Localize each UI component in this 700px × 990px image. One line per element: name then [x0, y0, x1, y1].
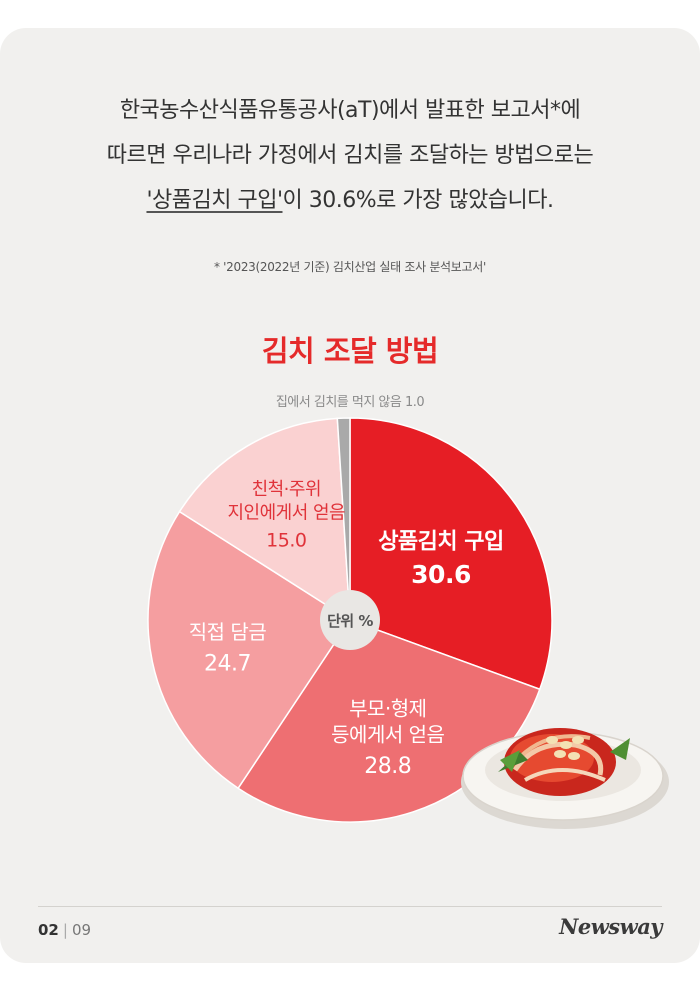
slice-label-3-line-1: 직접 담금 — [189, 620, 267, 644]
slice-value-4: 15.0 — [266, 529, 306, 551]
footnote: * '2023(2022년 기준) 김치산업 실태 조사 분석보고서' — [213, 260, 487, 274]
intro-text: 한국농수산식품유통공사(aT)에서 발표한 보고서*에 따르면 우리나라 가정에… — [0, 88, 700, 223]
slice-label-2-line-1: 부모·형제 — [349, 696, 426, 720]
pie-slice-3 — [147, 510, 352, 790]
unit-label: 단위 % — [327, 612, 373, 630]
intro-line-3-rest: 이 30.6%로 가장 많았습니다. — [282, 188, 555, 213]
intro-highlight: '상품김치 구입' — [146, 188, 283, 213]
chart-title: 김치 조달 방법 — [261, 334, 439, 368]
unit-badge — [320, 590, 380, 650]
kimchi-dish-illustration — [461, 728, 669, 829]
footer-divider — [38, 906, 662, 907]
slice-label-4-line-2: 지인에게서 얻음 — [227, 502, 345, 523]
slice-label-4-line-1: 친척·주위 — [252, 479, 321, 500]
brand-logo: Newsway — [559, 914, 662, 939]
intro-line-2: 따르면 우리나라 가정에서 김치를 조달하는 방법으로는 — [106, 143, 594, 168]
slice-label-1-line-1: 상품김치 구입 — [378, 529, 504, 554]
page-separator: | — [62, 921, 68, 939]
total-pages: 09 — [71, 921, 92, 939]
slice-value-3: 24.7 — [204, 652, 251, 677]
slice-value-2: 28.8 — [364, 754, 411, 779]
pie-slice-5 — [336, 417, 351, 621]
page-indicator: 02 | 09 — [38, 921, 91, 939]
slice-value-1: 30.6 — [411, 560, 471, 589]
current-page: 02 — [38, 921, 59, 939]
pie-slice-1 — [349, 417, 553, 691]
pie-slice-4 — [178, 417, 351, 622]
slice-label-2-line-2: 등에게서 얻음 — [331, 722, 444, 746]
intro-line-1: 한국농수산식품유통공사(aT)에서 발표한 보고서*에 — [119, 98, 581, 123]
slice-label-5: 집에서 김치를 먹지 않음 1.0 — [276, 395, 425, 410]
intro-line-3: '상품김치 구입'이 30.6%로 가장 많았습니다. — [0, 178, 700, 223]
